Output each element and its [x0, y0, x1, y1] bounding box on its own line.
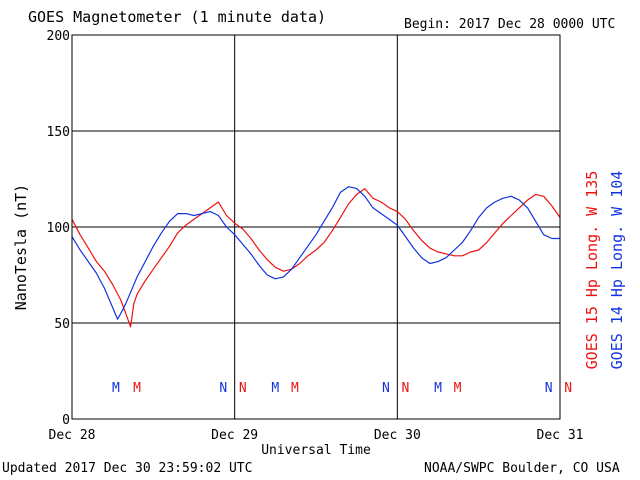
y-tick-label: 200 [47, 29, 70, 44]
noon-marker: N [545, 381, 553, 396]
x-tick-label: Dec 28 [49, 428, 96, 443]
series-line-goes15 [71, 188, 561, 328]
midnight-marker: M [112, 381, 120, 396]
legend-entry-goes15: GOES 15 Hp Long. W 135 [583, 171, 601, 370]
midnight-marker: M [454, 381, 462, 396]
y-tick-label: 150 [47, 125, 70, 140]
plot-frame [71, 34, 561, 420]
noon-marker: N [382, 381, 390, 396]
x-axis-label: Universal Time [261, 443, 371, 458]
credit-text: NOAA/SWPC Boulder, CO USA [424, 461, 620, 476]
grid [71, 34, 561, 420]
midnight-marker: M [133, 381, 141, 396]
series-line-goes14 [71, 186, 560, 320]
x-ticks: Dec 28 Dec 29 Dec 30 Dec 31 [49, 428, 584, 443]
chart-title: GOES Magnetometer (1 minute data) [28, 8, 327, 26]
noon-marker: N [402, 381, 410, 396]
updated-time: Updated 2017 Dec 30 23:59:02 UTC [2, 461, 253, 476]
y-axis-label: NanoTesla (nT) [12, 184, 30, 310]
midnight-marker: M [291, 381, 299, 396]
noon-marker: N [239, 381, 247, 396]
midnight-marker: M [271, 381, 279, 396]
legend-entry-goes14: GOES 14 Hp Long. W 104 [608, 171, 626, 370]
y-ticks: 0 50 100 150 200 [47, 29, 70, 428]
noon-marker: N [564, 381, 572, 396]
series-lines [71, 186, 561, 328]
legend: GOES 15 Hp Long. W 135 GOES 14 Hp Long. W… [583, 171, 626, 370]
noon-marker: N [219, 381, 227, 396]
x-tick-label: Dec 29 [211, 428, 258, 443]
y-tick-label: 50 [54, 317, 70, 332]
x-tick-label: Dec 31 [537, 428, 584, 443]
x-tick-label: Dec 30 [374, 428, 421, 443]
y-tick-label: 0 [62, 413, 70, 428]
begin-time: Begin: 2017 Dec 28 0000 UTC [404, 17, 616, 32]
midnight-marker: M [434, 381, 442, 396]
y-tick-label: 100 [47, 221, 70, 236]
